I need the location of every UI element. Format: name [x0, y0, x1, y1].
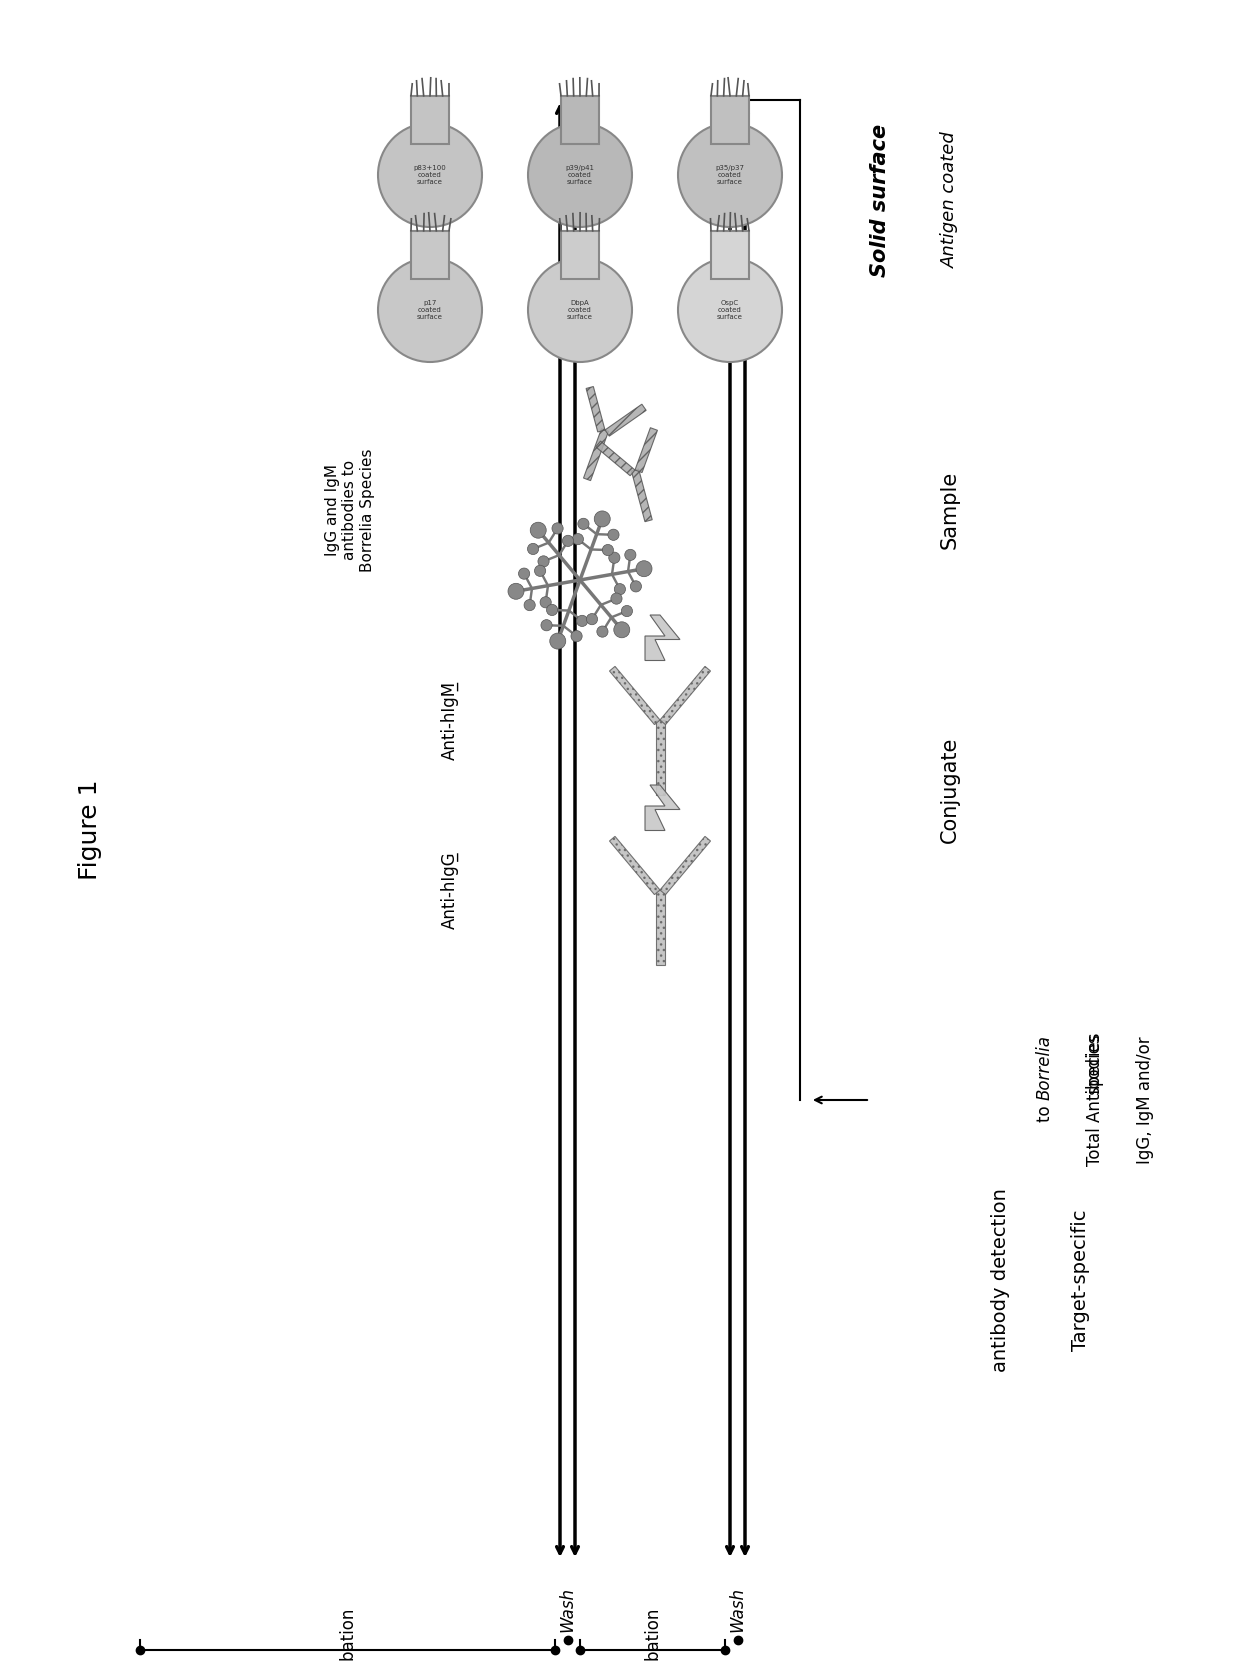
Circle shape [609, 552, 620, 563]
Text: IgG and IgM
antibodies to
Borrelia Species: IgG and IgM antibodies to Borrelia Speci… [325, 449, 374, 572]
Circle shape [678, 258, 782, 362]
Polygon shape [595, 440, 635, 475]
Circle shape [614, 583, 625, 595]
Text: p39/p41
coated
surface: p39/p41 coated surface [565, 165, 594, 184]
Text: to: to [1035, 1100, 1054, 1122]
Text: IgG, IgM and/or: IgG, IgM and/or [1136, 1035, 1154, 1163]
Circle shape [577, 615, 588, 627]
Text: Conjugate: Conjugate [940, 736, 960, 843]
Text: OspC
coated
surface: OspC coated surface [717, 301, 743, 321]
Text: p35/p37
coated
surface: p35/p37 coated surface [715, 165, 744, 184]
Text: Anti-hIgM̲: Anti-hIgM̲ [441, 680, 459, 760]
Bar [410, 231, 449, 279]
Circle shape [378, 258, 482, 362]
Bar [560, 231, 599, 279]
Circle shape [549, 633, 565, 650]
Bar [410, 96, 449, 145]
Circle shape [541, 620, 552, 632]
Polygon shape [645, 784, 680, 831]
Circle shape [630, 580, 641, 592]
Text: Target-specific: Target-specific [1070, 1210, 1090, 1351]
Circle shape [531, 522, 546, 538]
Text: antibody detection: antibody detection [991, 1188, 1009, 1371]
Text: Incubation: Incubation [644, 1605, 661, 1662]
Circle shape [636, 560, 652, 577]
Text: Wash: Wash [558, 1587, 577, 1632]
Polygon shape [584, 429, 609, 480]
Circle shape [596, 627, 608, 637]
Polygon shape [610, 666, 660, 725]
Text: Sample: Sample [940, 470, 960, 548]
Circle shape [608, 529, 619, 540]
Polygon shape [656, 720, 665, 794]
Circle shape [552, 524, 563, 534]
Circle shape [528, 258, 632, 362]
Polygon shape [656, 889, 665, 966]
Circle shape [603, 545, 614, 555]
Circle shape [611, 593, 622, 605]
Text: DbpA
coated
surface: DbpA coated surface [567, 301, 593, 321]
Text: p83+100
coated
surface: p83+100 coated surface [414, 165, 446, 184]
Text: Antigen coated: Antigen coated [941, 131, 959, 268]
Bar [711, 96, 749, 145]
Circle shape [538, 555, 549, 567]
Circle shape [625, 550, 636, 560]
Circle shape [614, 622, 630, 638]
Polygon shape [660, 836, 711, 894]
Text: species: species [1086, 1032, 1104, 1100]
Polygon shape [660, 666, 711, 725]
Circle shape [563, 535, 574, 547]
Text: Wash: Wash [729, 1587, 746, 1632]
Polygon shape [605, 404, 646, 435]
Polygon shape [635, 427, 657, 472]
Circle shape [587, 613, 598, 625]
Circle shape [378, 123, 482, 228]
Text: Solid surface: Solid surface [870, 123, 890, 276]
Bar [711, 231, 749, 279]
Circle shape [570, 630, 582, 642]
Text: Anti-hIgG̲: Anti-hIgG̲ [441, 851, 459, 929]
Polygon shape [645, 615, 680, 660]
Text: Figure 1: Figure 1 [78, 779, 102, 881]
Circle shape [541, 597, 552, 608]
Circle shape [508, 583, 525, 600]
Circle shape [594, 510, 610, 527]
Polygon shape [631, 469, 652, 522]
Text: Borrelia: Borrelia [1035, 1035, 1054, 1100]
Text: Total Antibodies: Total Antibodies [1086, 1034, 1104, 1165]
Circle shape [573, 534, 584, 545]
Circle shape [678, 123, 782, 228]
Circle shape [547, 605, 558, 615]
Text: Incubation: Incubation [339, 1605, 357, 1662]
Circle shape [518, 568, 529, 580]
Bar [560, 96, 599, 145]
Circle shape [621, 605, 632, 617]
Circle shape [534, 565, 546, 577]
Text: p17
coated
surface: p17 coated surface [417, 301, 443, 321]
Circle shape [525, 600, 536, 610]
Circle shape [578, 519, 589, 530]
Polygon shape [610, 836, 660, 894]
Circle shape [528, 123, 632, 228]
Circle shape [527, 543, 538, 555]
Polygon shape [587, 387, 605, 432]
